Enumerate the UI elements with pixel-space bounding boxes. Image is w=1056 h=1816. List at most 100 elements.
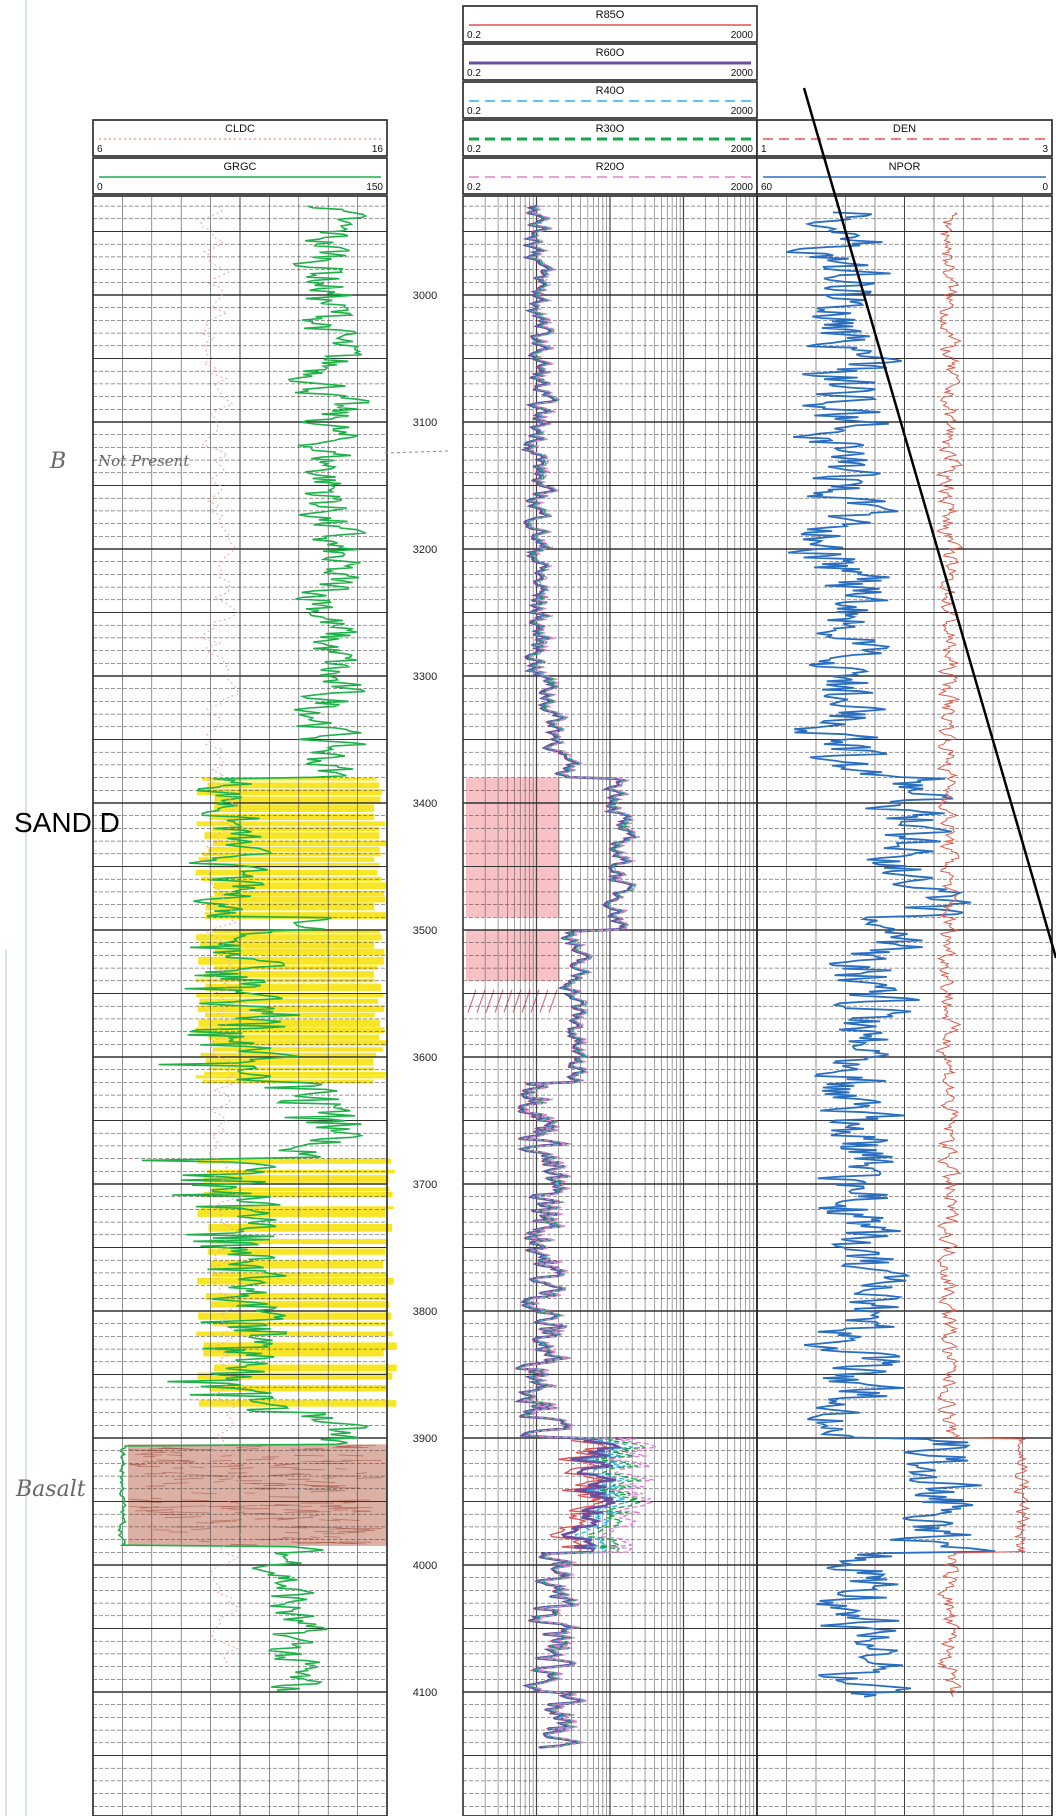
basalt-texture-stroke (228, 1501, 240, 1504)
basalt-texture-stroke (311, 1485, 347, 1488)
scale-max-label: 2000 (731, 106, 754, 117)
sand-zone-band (198, 1312, 392, 1320)
sand-zone-band (213, 1364, 397, 1372)
basalt-texture-stroke (274, 1504, 301, 1506)
curve-name-label: CLDC (225, 123, 255, 135)
scale-max-label: 3 (1042, 144, 1048, 155)
sand-zone-band (211, 1272, 388, 1278)
sand-zone-band (206, 902, 375, 911)
sand-zone-band (202, 777, 377, 781)
scale-max-label: 16 (372, 144, 384, 155)
basalt-texture-stroke (278, 1517, 314, 1520)
sand-zone-band (205, 983, 382, 991)
basalt-texture-stroke (220, 1455, 232, 1457)
depth-tick-label: 3500 (413, 925, 437, 937)
basalt-texture-stroke (210, 1465, 241, 1468)
basalt-texture-stroke (210, 1520, 237, 1523)
sand-zone-band (203, 1349, 384, 1357)
sand-zone-band (203, 1342, 397, 1350)
sand-zone-band (200, 941, 375, 949)
track-headers: CLDC 6 16 GRGC 0 150 R85O 0.2 2000 R60O 0.2 2000 R40… (92, 5, 1053, 195)
sand-zone-band (207, 782, 380, 789)
scale-max-label: 2000 (731, 68, 754, 79)
basalt-texture-stroke (129, 1506, 149, 1508)
curve-name-label: R60O (596, 47, 625, 59)
curve-header-box (462, 119, 758, 157)
sand-zone-band (208, 847, 380, 852)
resistive-zone (466, 777, 560, 918)
scale-max-label: 150 (366, 182, 383, 193)
basalt-texture-stroke (336, 1527, 370, 1530)
cldc-curve (198, 205, 245, 1665)
basalt-texture-stroke (319, 1519, 341, 1522)
sand-zone-band (209, 1384, 387, 1392)
basalt-texture-stroke (179, 1505, 207, 1508)
scale-min-label: 6 (97, 144, 103, 155)
scale-min-label: 0.2 (467, 106, 481, 117)
basalt-texture-stroke (347, 1531, 366, 1534)
sand-zone-band (205, 1058, 374, 1066)
curve-name-label: R85O (596, 9, 625, 21)
curve-header-box (92, 157, 388, 195)
scale-min-label: 0.2 (467, 144, 481, 155)
basalt-texture-stroke (164, 1516, 202, 1519)
den-curve (935, 212, 1031, 1697)
basalt-texture-stroke (230, 1467, 254, 1470)
sand-zone-band (214, 965, 378, 970)
basalt-texture-stroke (158, 1447, 195, 1450)
curve-name-label: DEN (893, 123, 916, 135)
basalt-texture-stroke (283, 1509, 318, 1512)
log-curves (117, 204, 1031, 1749)
curve-header-box (756, 119, 1053, 157)
depth-tick-label: 3300 (413, 671, 437, 683)
grgc-curve (117, 205, 370, 1692)
depth-axis: 3000 3100 3200 3300 3400 3500 3600 3700 3800 3900… (413, 290, 437, 1699)
basalt-texture-stroke (332, 1446, 362, 1449)
basalt-texture-stroke (169, 1451, 181, 1454)
sand-zone-band (204, 912, 386, 919)
basalt-texture-stroke (227, 1525, 244, 1528)
basalt-texture-stroke (268, 1496, 300, 1498)
basalt-texture-stroke (167, 1454, 183, 1457)
sand-zone-band (195, 1027, 385, 1034)
curve-name-label: GRGC (224, 161, 257, 173)
basalt-texture-stroke (291, 1468, 325, 1471)
sand-zone-band (212, 930, 381, 934)
sand-zone-band (197, 1372, 393, 1380)
basalt-texture-stroke (182, 1461, 195, 1464)
sand-zone-band (210, 1238, 387, 1245)
sand-zone-band (197, 1005, 385, 1013)
sand-zone-band (196, 788, 382, 796)
basalt-texture-stroke (162, 1471, 185, 1474)
basalt-texture-stroke (276, 1518, 295, 1521)
basalt-texture-stroke (326, 1487, 361, 1489)
depth-tick-label: 4000 (413, 1560, 437, 1572)
scale-max-label: 0 (1042, 182, 1048, 193)
sand-zone-band (208, 1034, 380, 1040)
sand-zone-band (210, 1260, 384, 1269)
sand-zone-band (204, 1071, 386, 1076)
depth-tick-label: 3400 (413, 798, 437, 810)
basalt-texture-stroke (338, 1454, 364, 1457)
basalt-texture-stroke (309, 1514, 320, 1517)
sand-zone-band (214, 796, 381, 803)
basalt-texture-stroke (321, 1460, 352, 1463)
basalt-texture-stroke (213, 1480, 225, 1483)
scale-min-label: 0.2 (467, 68, 481, 79)
basalt-texture-stroke (356, 1477, 383, 1479)
basalt-texture-stroke (182, 1499, 209, 1502)
sand-zone-band (205, 1293, 389, 1301)
basalt-texture-stroke (289, 1448, 330, 1451)
basalt-texture-stroke (211, 1519, 243, 1522)
depth-tick-label: 4100 (413, 1687, 437, 1699)
basalt-texture-stroke (343, 1502, 356, 1504)
basalt-texture-stroke (332, 1518, 360, 1521)
basalt-texture-stroke (324, 1536, 341, 1538)
basalt-texture-stroke (269, 1466, 299, 1469)
basalt-texture-stroke (337, 1530, 376, 1533)
basalt-texture-stroke (320, 1504, 342, 1507)
sand-zone-band (197, 1209, 386, 1217)
curve-header-box (92, 119, 388, 157)
basalt-texture-stroke (190, 1466, 205, 1469)
